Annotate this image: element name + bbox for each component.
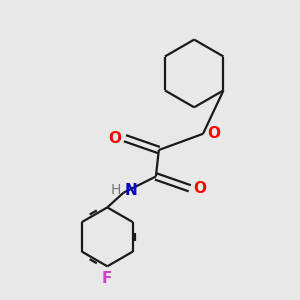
Text: O: O [207, 126, 220, 141]
Text: F: F [102, 271, 112, 286]
Text: O: O [108, 131, 121, 146]
Text: O: O [194, 181, 207, 196]
Text: H: H [111, 183, 121, 197]
Text: N: N [125, 183, 138, 198]
